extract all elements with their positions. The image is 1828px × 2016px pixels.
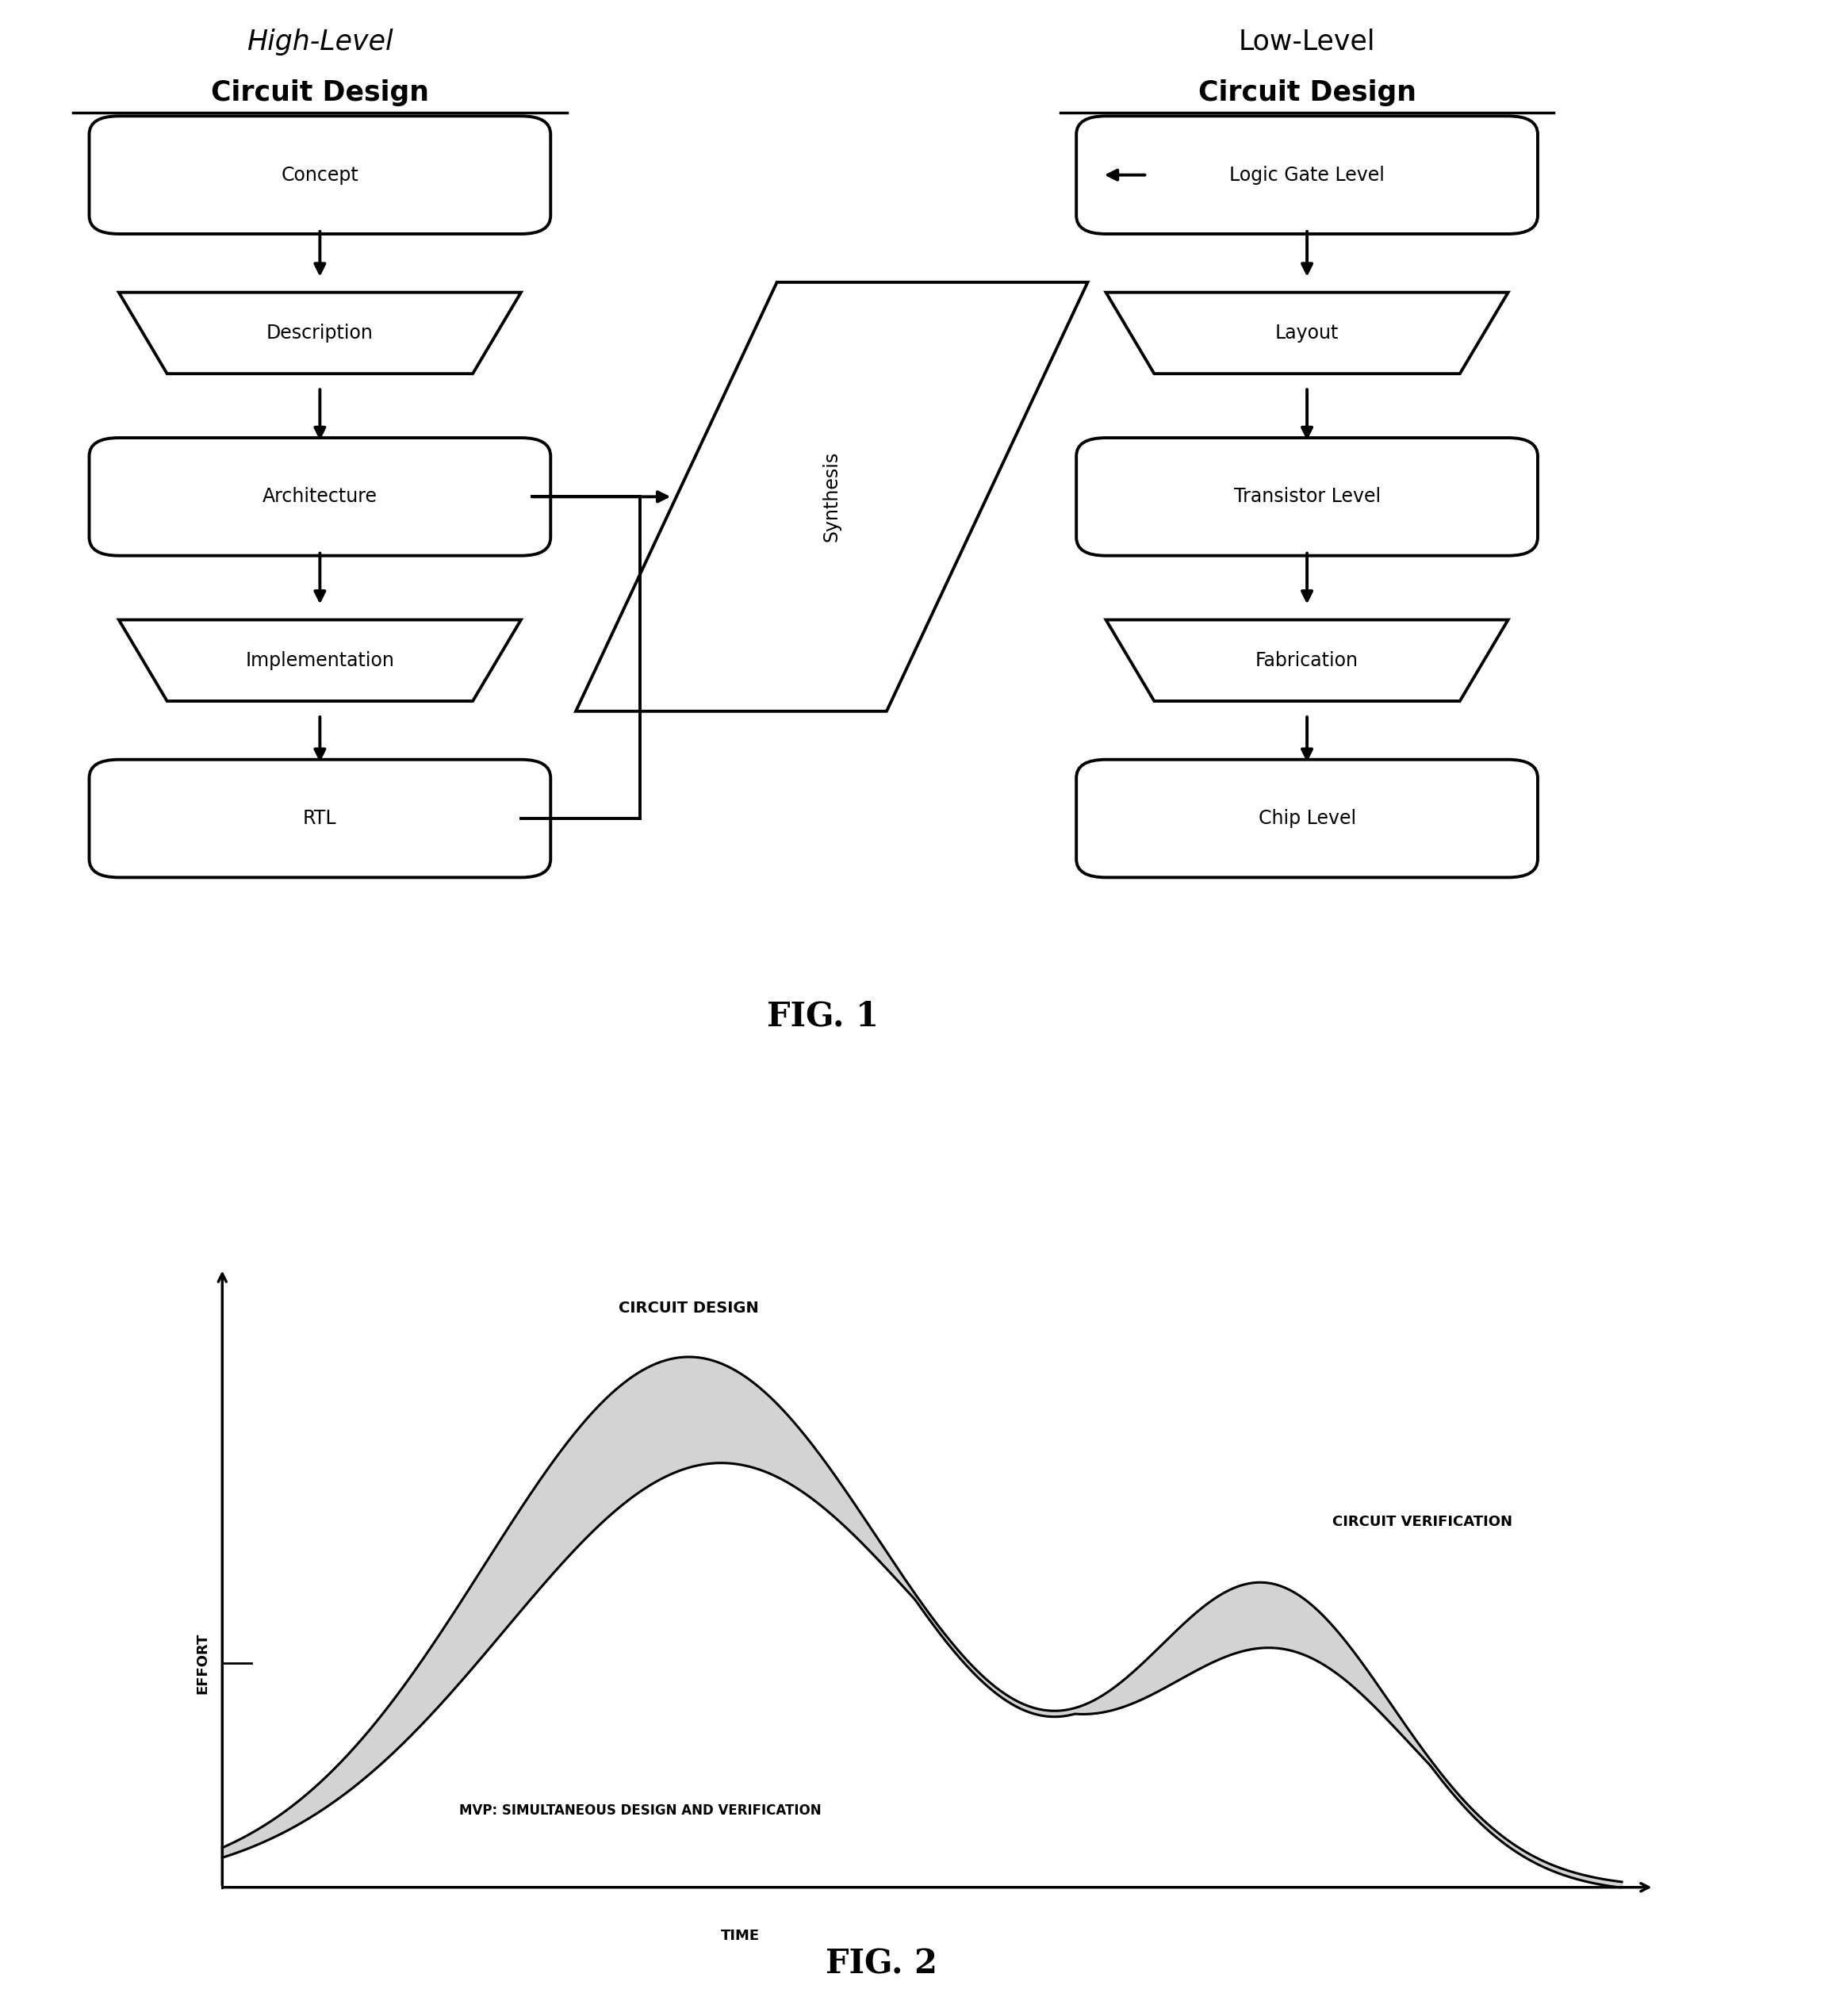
FancyBboxPatch shape: [1077, 437, 1537, 556]
Text: Logic Gate Level: Logic Gate Level: [1230, 165, 1384, 185]
Polygon shape: [576, 282, 1088, 712]
Polygon shape: [119, 619, 521, 702]
FancyBboxPatch shape: [90, 117, 550, 234]
Text: EFFORT: EFFORT: [196, 1633, 210, 1693]
Polygon shape: [1106, 292, 1508, 373]
Polygon shape: [119, 292, 521, 373]
Text: CIRCUIT DESIGN: CIRCUIT DESIGN: [618, 1300, 759, 1316]
Text: Layout: Layout: [1276, 323, 1338, 343]
FancyBboxPatch shape: [1077, 760, 1537, 877]
Text: Concept: Concept: [282, 165, 358, 185]
FancyBboxPatch shape: [90, 760, 550, 877]
Text: Low-Level: Low-Level: [1239, 28, 1375, 54]
Text: Fabrication: Fabrication: [1256, 651, 1358, 669]
Text: RTL: RTL: [303, 808, 336, 829]
Text: Implementation: Implementation: [245, 651, 395, 669]
Text: MVP: SIMULTANEOUS DESIGN AND VERIFICATION: MVP: SIMULTANEOUS DESIGN AND VERIFICATIO…: [459, 1804, 821, 1818]
Text: Chip Level: Chip Level: [1258, 808, 1356, 829]
Text: Transistor Level: Transistor Level: [1234, 488, 1380, 506]
Text: Description: Description: [267, 323, 373, 343]
FancyBboxPatch shape: [1077, 117, 1537, 234]
Text: Circuit Design: Circuit Design: [1197, 79, 1417, 107]
Text: FIG. 2: FIG. 2: [826, 1947, 938, 1980]
Text: CIRCUIT VERIFICATION: CIRCUIT VERIFICATION: [1333, 1514, 1512, 1528]
Text: Architecture: Architecture: [263, 488, 377, 506]
Text: FIG. 1: FIG. 1: [766, 1000, 879, 1032]
Text: Synthesis: Synthesis: [823, 452, 841, 542]
Text: Circuit Design: Circuit Design: [210, 79, 430, 107]
Polygon shape: [1106, 619, 1508, 702]
Text: High-Level: High-Level: [247, 28, 393, 54]
FancyBboxPatch shape: [90, 437, 550, 556]
Text: TIME: TIME: [720, 1929, 760, 1943]
